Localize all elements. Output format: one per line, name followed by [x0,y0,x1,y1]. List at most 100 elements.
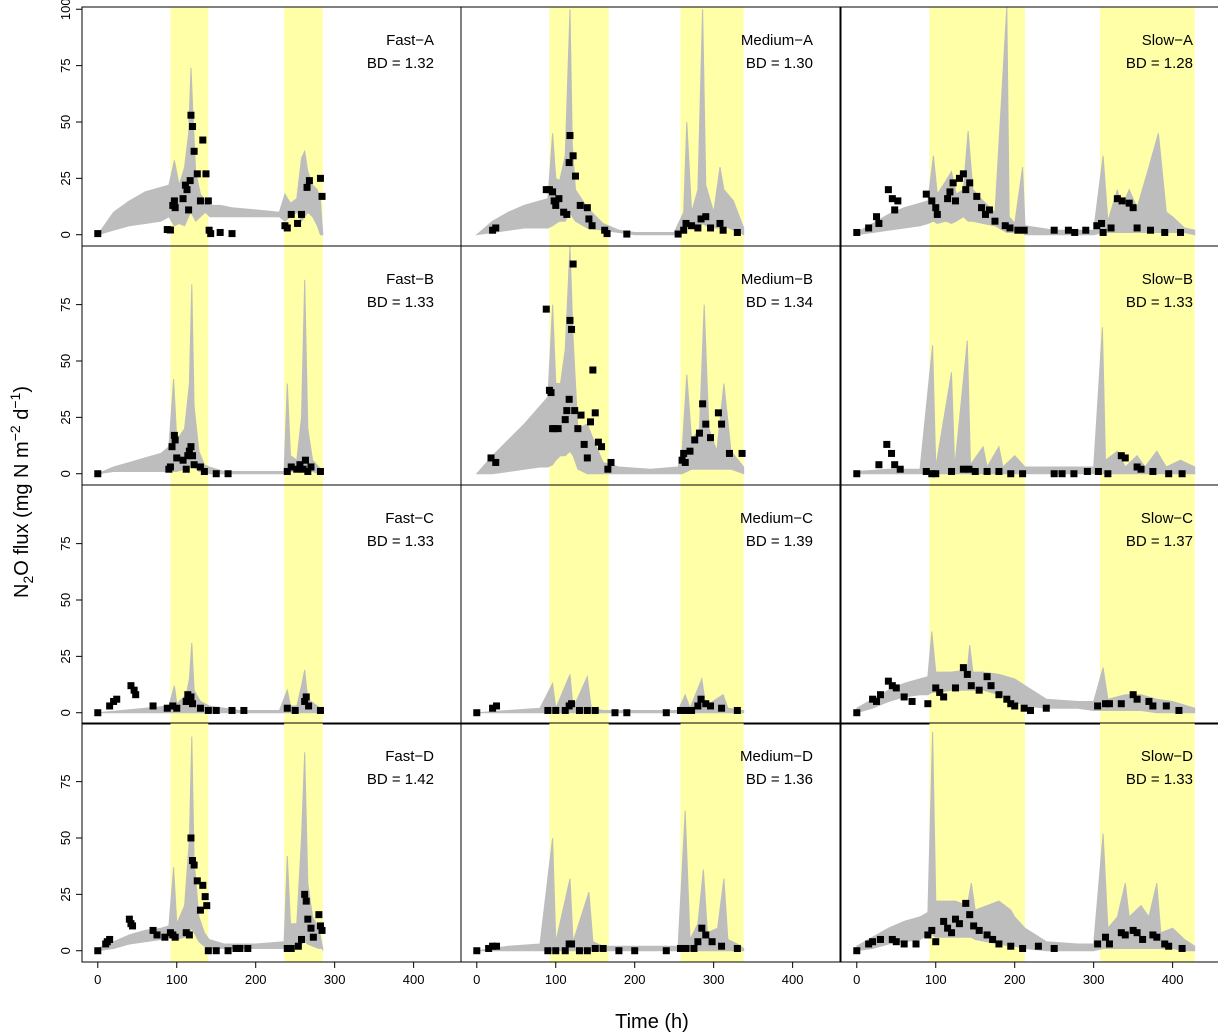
data-point [187,443,195,451]
data-point [224,470,232,478]
panel-bd-label: BD = 1.30 [746,55,813,72]
data-point [1007,942,1015,950]
data-point [232,944,240,952]
data-point [173,454,181,462]
data-point [1129,926,1137,934]
x-axis-ticks: 0 100 200 300 400 0 100 200 300 400 0 100 200 300 400 [94,962,1183,987]
data-point [1149,702,1157,710]
data-point [1147,226,1155,234]
data-point [892,938,900,946]
data-point [1006,224,1014,232]
data-point [125,915,133,923]
data-point [694,938,702,946]
data-point [983,467,991,475]
data-point [884,677,892,685]
data-point [1058,470,1066,478]
data-point [542,305,550,313]
panel-medium-c: Medium−C BD = 1.39 [460,484,841,725]
data-point [865,224,873,232]
data-point [132,691,140,699]
data-point [1050,944,1058,952]
data-point [962,899,970,907]
data-point [680,226,688,234]
data-point [955,174,963,182]
data-point [169,702,177,710]
data-point [718,420,726,428]
data-point [1083,467,1091,475]
panel-label: Medium−A [741,32,813,49]
data-point [166,463,174,471]
data-point [187,111,195,119]
data-point [965,465,973,473]
data-point [966,911,974,919]
data-point [603,230,611,238]
data-point [316,174,324,182]
data-point [200,467,208,475]
data-point [193,170,201,178]
y-tick-label: 25 [58,649,73,663]
panel-fast-d: Fast−D BD = 1.42 [81,722,462,963]
data-point [179,195,187,203]
data-point [189,700,197,708]
data-point [492,458,500,466]
data-point [236,944,244,952]
data-point [896,465,904,473]
data-point [932,204,940,212]
data-point [1105,700,1113,708]
data-point [171,204,179,212]
x-tick-label: 400 [403,972,425,987]
data-point [892,684,900,692]
data-point [583,706,591,714]
data-point [568,325,576,333]
data-point [677,944,685,952]
data-point [201,893,209,901]
data-point [1099,228,1107,236]
data-point [1007,700,1015,708]
data-point [583,947,591,955]
data-point [171,933,179,941]
y-title-part: ) [11,386,33,393]
data-point [707,702,715,710]
y-title-sup: −1 [7,392,23,408]
highlight-window [680,723,744,962]
data-point [888,195,896,203]
y-title-part: O flux (mg N m [11,441,33,575]
model-envelope [96,67,324,236]
data-point [106,935,114,943]
data-point [316,706,324,714]
model-envelope [475,9,745,236]
data-point [583,204,591,212]
data-point [1153,933,1161,941]
data-point [975,686,983,694]
data-point [182,465,190,473]
data-point [113,695,121,703]
data-point [291,706,299,714]
data-point [203,902,211,910]
data-point [869,938,877,946]
data-point [575,706,583,714]
data-point [170,197,178,205]
data-point [94,709,102,717]
data-point [293,465,301,473]
data-point [186,177,194,185]
highlight-window [1099,246,1195,485]
panel-medium-b: Medium−B BD = 1.34 [460,245,841,486]
data-point [309,933,317,941]
data-point [928,470,936,478]
data-point [1129,691,1137,699]
data-point [1178,944,1186,952]
data-point [873,213,881,221]
data-point [686,447,694,455]
data-point [301,456,309,464]
panel-frame [840,722,1218,963]
data-point [853,947,861,955]
data-point [190,861,198,869]
data-point [1094,940,1102,948]
data-point [951,684,959,692]
data-point [708,938,716,946]
data-point [199,136,207,144]
data-point [106,702,114,710]
data-point [569,152,577,160]
y-title-part: N [11,584,33,598]
data-point [690,944,698,952]
